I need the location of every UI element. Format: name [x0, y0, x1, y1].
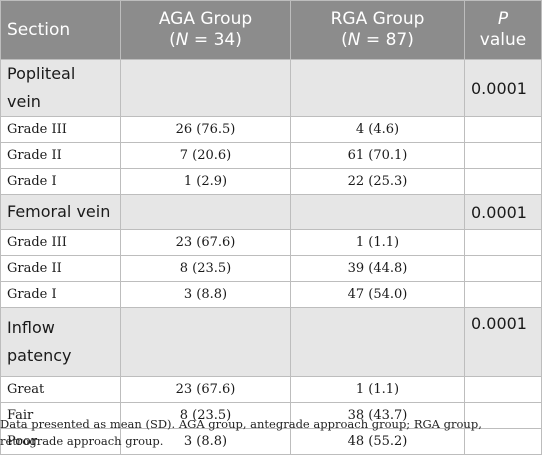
- row-aga-value: 7 (20.6): [120, 142, 291, 169]
- row-p-value: [464, 281, 542, 308]
- header-rga-line1: RGA Group: [330, 9, 425, 29]
- table-row: Grade III 26 (76.5) 4 (4.6): [0, 116, 542, 143]
- header-section: Section: [0, 0, 121, 60]
- header-row: Section AGA Group (N = 34) RGA Group (N …: [0, 0, 542, 60]
- row-aga-value: 3 (8.8): [120, 281, 291, 308]
- header-rga-count: = 87): [360, 30, 414, 50]
- row-p-value: [464, 142, 542, 169]
- header-p-word: value: [479, 30, 527, 50]
- row-p-value: [464, 402, 542, 429]
- section-p-value: 0.0001: [464, 59, 542, 117]
- row-p-value: [464, 376, 542, 403]
- row-aga-value: 23 (67.6): [120, 376, 291, 403]
- row-rga-value: 4 (4.6): [290, 116, 465, 143]
- header-rga-group: RGA Group (N = 87): [290, 0, 465, 60]
- table-row: Grade III 23 (67.6) 1 (1.1): [0, 229, 542, 256]
- row-p-value: [464, 116, 542, 143]
- section-rga-cell: [290, 194, 465, 230]
- section-label-line1: Inflow: [7, 318, 55, 337]
- row-rga-value: 22 (25.3): [290, 168, 465, 195]
- row-label: Grade II: [0, 142, 121, 169]
- section-p-value: 0.0001: [464, 194, 542, 230]
- header-p-symbol: P: [497, 9, 509, 29]
- section-label: Popliteal vein: [0, 59, 121, 117]
- section-rga-cell: [290, 59, 465, 117]
- header-aga-n: N: [175, 30, 189, 50]
- header-aga-open: (: [169, 30, 176, 50]
- table-row: Grade II 8 (23.5) 39 (44.8): [0, 255, 542, 282]
- section-aga-cell: [120, 59, 291, 117]
- section-label-line2: patency: [7, 346, 72, 365]
- table-row: Poor 3 (8.8) 48 (55.2): [0, 428, 542, 455]
- row-rga-value: 47 (54.0): [290, 281, 465, 308]
- section-row-popliteal-vein: Popliteal vein 0.0001: [0, 59, 542, 117]
- table-row: Grade II 7 (20.6) 61 (70.1): [0, 142, 542, 169]
- row-aga-value: 8 (23.5): [120, 255, 291, 282]
- row-label: Grade I: [0, 168, 121, 195]
- table-row: Great 23 (67.6) 1 (1.1): [0, 376, 542, 403]
- row-p-value: [464, 168, 542, 195]
- table-row: Grade I 3 (8.8) 47 (54.0): [0, 281, 542, 308]
- row-aga-value: 23 (67.6): [120, 229, 291, 256]
- table-row: Fair 8 (23.5) 38 (43.7): [0, 402, 542, 429]
- row-rga-value: 48 (55.2): [290, 428, 465, 455]
- row-label: Fair: [0, 402, 121, 429]
- header-p-value: P value: [464, 0, 542, 60]
- header-aga-line1: AGA Group: [158, 9, 253, 29]
- section-label: Inflow patency: [0, 307, 121, 377]
- row-rga-value: 39 (44.8): [290, 255, 465, 282]
- header-aga-group: AGA Group (N = 34): [120, 0, 291, 60]
- section-row-femoral-vein: Femoral vein 0.0001: [0, 194, 542, 230]
- section-aga-cell: [120, 194, 291, 230]
- section-p-value: 0.0001: [464, 307, 542, 377]
- row-label: Grade I: [0, 281, 121, 308]
- section-rga-cell: [290, 307, 465, 377]
- row-rga-value: 1 (1.1): [290, 229, 465, 256]
- header-aga-count: = 34): [188, 30, 242, 50]
- row-label: Grade III: [0, 116, 121, 143]
- header-rga-n: N: [347, 30, 361, 50]
- row-aga-value: 1 (2.9): [120, 168, 291, 195]
- table-row: Grade I 1 (2.9) 22 (25.3): [0, 168, 542, 195]
- row-p-value: [464, 428, 542, 455]
- row-rga-value: 1 (1.1): [290, 376, 465, 403]
- row-p-value: [464, 229, 542, 256]
- row-rga-value: 61 (70.1): [290, 142, 465, 169]
- row-label: Grade II: [0, 255, 121, 282]
- row-label: Great: [0, 376, 121, 403]
- table-footnote: Data presented as mean (SD). AGA group, …: [0, 417, 482, 448]
- header-rga-open: (: [341, 30, 348, 50]
- row-label: Grade III: [0, 229, 121, 256]
- row-aga-value: 8 (23.5): [120, 402, 291, 429]
- section-aga-cell: [120, 307, 291, 377]
- section-row-inflow-patency: Inflow patency 0.0001: [0, 307, 542, 377]
- row-aga-value: 26 (76.5): [120, 116, 291, 143]
- row-p-value: [464, 255, 542, 282]
- section-label: Femoral vein: [0, 194, 121, 230]
